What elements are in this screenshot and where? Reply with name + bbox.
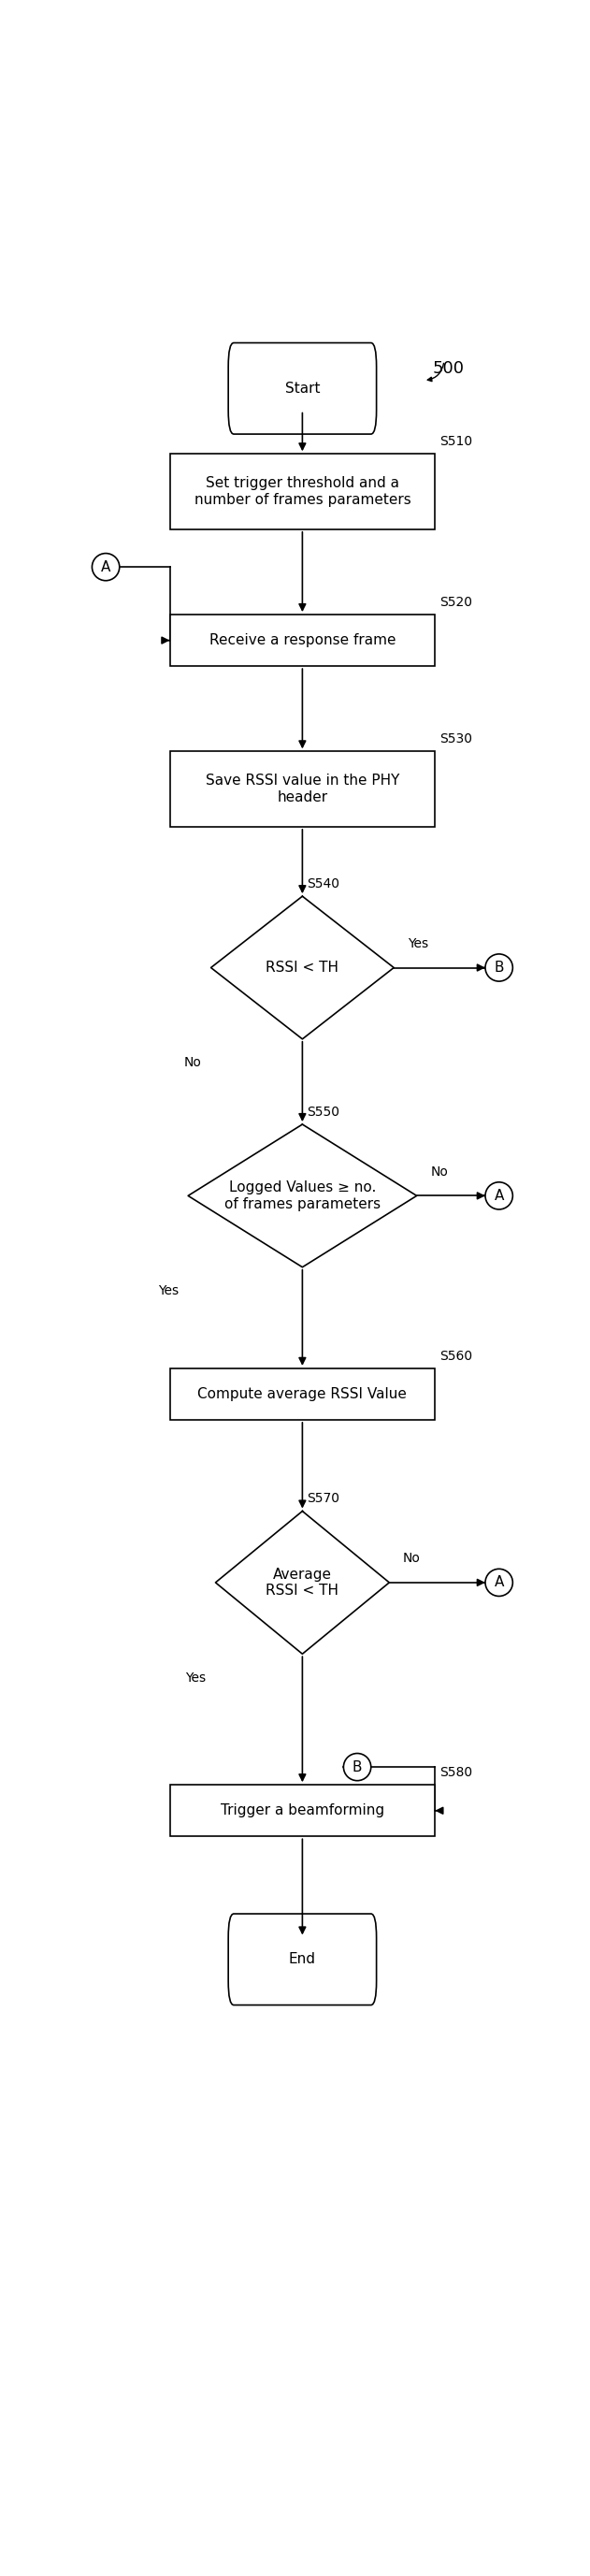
Bar bbox=[170, 616, 435, 667]
Text: No: No bbox=[184, 1056, 202, 1069]
Text: S510: S510 bbox=[440, 435, 473, 448]
Text: A: A bbox=[101, 559, 110, 574]
Text: S520: S520 bbox=[440, 595, 472, 608]
Polygon shape bbox=[211, 896, 394, 1038]
Text: End: End bbox=[289, 1953, 316, 1965]
Text: Compute average RSSI Value: Compute average RSSI Value bbox=[198, 1386, 407, 1401]
Bar bbox=[170, 1785, 435, 1837]
Text: Set trigger threshold and a
number of frames parameters: Set trigger threshold and a number of fr… bbox=[194, 477, 411, 507]
Ellipse shape bbox=[485, 953, 513, 981]
Bar bbox=[170, 1368, 435, 1419]
Text: S570: S570 bbox=[307, 1492, 340, 1504]
Text: RSSI < TH: RSSI < TH bbox=[266, 961, 339, 974]
Bar bbox=[170, 752, 435, 827]
Text: Save RSSI value in the PHY
header: Save RSSI value in the PHY header bbox=[205, 773, 399, 804]
Text: Trigger a beamforming: Trigger a beamforming bbox=[221, 1803, 384, 1819]
Text: Yes: Yes bbox=[408, 938, 428, 951]
FancyBboxPatch shape bbox=[228, 1914, 376, 2004]
Text: 500: 500 bbox=[433, 361, 464, 376]
Text: No: No bbox=[403, 1553, 421, 1566]
Ellipse shape bbox=[485, 1182, 513, 1208]
Polygon shape bbox=[215, 1512, 389, 1654]
Text: S550: S550 bbox=[307, 1105, 340, 1118]
Bar bbox=[170, 453, 435, 528]
Text: A: A bbox=[494, 1577, 504, 1589]
Text: S560: S560 bbox=[440, 1350, 473, 1363]
Text: S530: S530 bbox=[440, 732, 472, 744]
Text: Average
RSSI < TH: Average RSSI < TH bbox=[266, 1566, 339, 1597]
Polygon shape bbox=[188, 1123, 417, 1267]
Text: S540: S540 bbox=[307, 878, 340, 891]
Text: Receive a response frame: Receive a response frame bbox=[209, 634, 396, 647]
Ellipse shape bbox=[92, 554, 119, 580]
Text: Yes: Yes bbox=[186, 1672, 206, 1685]
Ellipse shape bbox=[485, 1569, 513, 1597]
Text: Logged Values ≥ no.
of frames parameters: Logged Values ≥ no. of frames parameters bbox=[224, 1180, 381, 1211]
Text: Start: Start bbox=[285, 381, 320, 397]
FancyBboxPatch shape bbox=[228, 343, 376, 435]
Text: No: No bbox=[431, 1164, 448, 1177]
Text: B: B bbox=[494, 961, 504, 974]
Text: A: A bbox=[494, 1188, 504, 1203]
Text: S580: S580 bbox=[440, 1765, 473, 1780]
Text: B: B bbox=[352, 1759, 362, 1775]
Text: Yes: Yes bbox=[158, 1285, 179, 1298]
Ellipse shape bbox=[343, 1754, 371, 1780]
